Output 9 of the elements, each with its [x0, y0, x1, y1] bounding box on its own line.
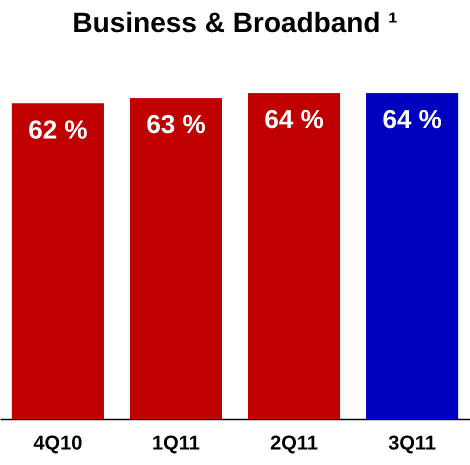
data-label: 64 %: [382, 104, 442, 134]
x-tick-label: 3Q11: [388, 432, 436, 454]
chart-title: Business & Broadband ¹: [72, 7, 398, 38]
x-tick-label: 1Q11: [152, 432, 200, 454]
data-label: 64 %: [264, 104, 324, 134]
data-label: 63 %: [146, 109, 206, 140]
x-tick-label: 2Q11: [270, 432, 318, 454]
data-label: 62 %: [28, 114, 88, 144]
x-tick-label: 4Q10: [33, 432, 82, 454]
